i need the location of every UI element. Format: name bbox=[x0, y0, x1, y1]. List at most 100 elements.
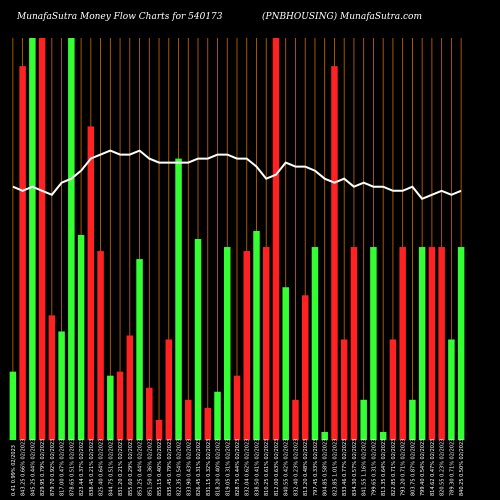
x-tick-label: 813.20 0.48% 02/2023 bbox=[303, 439, 309, 496]
flow-bar bbox=[272, 38, 280, 440]
flow-bar bbox=[311, 247, 319, 440]
x-tick-label: 833.90 0.43% 02/2023 bbox=[186, 439, 192, 496]
x-tick-label: 843.25 0.66% 02/2023 bbox=[21, 439, 27, 496]
x-tick-label: 845.25 0.44% 02/2023 bbox=[30, 439, 36, 496]
flow-bar bbox=[360, 399, 367, 440]
x-tick-label: 813.35 0.64% 02/2023 bbox=[381, 439, 387, 496]
flow-bar bbox=[175, 158, 182, 440]
flow-bar bbox=[146, 387, 153, 440]
x-tick-label: 831.20 0.21% 02/2023 bbox=[118, 439, 124, 496]
x-tick-label: 812.00 0.63% 02/2023 bbox=[274, 439, 280, 496]
x-tick-label: 817.00 0.47% 02/2023 bbox=[60, 439, 66, 496]
x-tick-label: 828.75 0.44% 02/2023 bbox=[235, 439, 241, 496]
flow-bar bbox=[253, 230, 260, 440]
flow-bar bbox=[204, 407, 212, 440]
chart-title-left: MunafaSutra Money Flow Charts for 540173 bbox=[17, 12, 223, 22]
x-tick-label: 823.85 1.01% 02/2023 bbox=[332, 439, 338, 496]
x-tick-label: 799.40 0.54% 02/2023 bbox=[420, 439, 426, 496]
flow-bar bbox=[9, 371, 17, 440]
flow-bar bbox=[262, 247, 270, 440]
x-tick-label: 831.15 0.32% 02/2023 bbox=[206, 439, 212, 496]
x-tick-label: 832.40 0.23% 02/2023 bbox=[294, 439, 300, 496]
flow-bar bbox=[389, 339, 397, 440]
flow-bar bbox=[428, 247, 436, 440]
x-tick-label: 840.25 0.50% 02/2023 bbox=[459, 439, 465, 496]
flow-bar bbox=[418, 247, 426, 440]
flow-bar bbox=[29, 38, 36, 440]
x-tick-label: 810.25 0.61% 02/2023 bbox=[264, 439, 270, 496]
x-tick-label: 823.44 0.37% 02/2023 bbox=[79, 439, 85, 496]
x-tick-label: 834.30 0.57% 02/2023 bbox=[352, 439, 358, 496]
x-tick-label: 803.75 0.87% 02/2023 bbox=[410, 439, 416, 496]
x-tick-label: 797.45 0.33% 02/2023 bbox=[313, 439, 319, 496]
x-tick-label: 820.55 0.23% 02/2023 bbox=[440, 439, 446, 496]
x-tick-label: 878.65 0.51% 02/2023 bbox=[69, 439, 75, 496]
flow-bar bbox=[165, 339, 173, 440]
flow-bar bbox=[116, 371, 124, 440]
flow-bar bbox=[38, 38, 46, 440]
x-tick-label: 789.30 0.71% 02/2023 bbox=[449, 439, 455, 496]
x-tick-label: 835.45 0.79% 02/2023 bbox=[167, 439, 173, 496]
flow-bar bbox=[87, 126, 95, 440]
flow-bar bbox=[448, 339, 455, 440]
flow-bar bbox=[233, 375, 241, 440]
flow-bar bbox=[77, 234, 85, 440]
flow-bar bbox=[399, 247, 406, 440]
x-tick-label: 841.55 1.16% 02/2023 bbox=[362, 439, 368, 496]
flow-bar bbox=[58, 331, 65, 440]
flow-bar bbox=[185, 399, 192, 440]
flow-bar bbox=[48, 315, 56, 440]
x-tick-label: 818.20 0.40% 02/2023 bbox=[216, 439, 222, 496]
x-tick-label: 855.60 0.29% 02/2023 bbox=[128, 439, 134, 496]
x-tick-label: 829.95 0.79% 02/2023 bbox=[40, 439, 46, 496]
flow-bar bbox=[194, 239, 202, 440]
flow-bar bbox=[155, 419, 163, 440]
flow-bar bbox=[457, 247, 465, 440]
flow-bar bbox=[350, 247, 358, 440]
flow-bar bbox=[107, 375, 114, 440]
flow-bar bbox=[19, 66, 26, 440]
flow-bar bbox=[370, 247, 377, 440]
price-line bbox=[12, 149, 462, 201]
flow-bar bbox=[97, 251, 104, 440]
x-tick-label: 879.70 0.92% 02/2023 bbox=[50, 439, 56, 496]
flow-bar bbox=[340, 339, 348, 440]
flow-bar bbox=[292, 399, 299, 440]
bar-layer bbox=[9, 38, 465, 440]
x-tick-label: 819.05 0.31% 02/2023 bbox=[225, 439, 231, 496]
flow-bar bbox=[379, 431, 387, 440]
flow-bar bbox=[214, 391, 221, 440]
x-tick-label: 838.50 0.41% 02/2023 bbox=[255, 439, 261, 496]
x-tick-label: 826.45 0.31% 02/2023 bbox=[196, 439, 202, 496]
x-tick-label: 804.85 0.58% 02/2023 bbox=[323, 439, 329, 496]
x-tick-label: 844.75 0.51% 02/2023 bbox=[108, 439, 114, 496]
x-tick-label: 833.46 0.77% 02/2023 bbox=[342, 439, 348, 496]
flow-bar bbox=[321, 431, 328, 440]
flow-bar bbox=[136, 259, 143, 440]
chart-title-right: (PNBHOUSING) MunafaSutra.com bbox=[262, 12, 422, 22]
flow-bar bbox=[301, 295, 309, 440]
x-tick-label: 853.25 0.44% 02/2023 bbox=[138, 439, 144, 496]
flow-bar bbox=[126, 335, 134, 440]
flow-bar bbox=[438, 247, 445, 440]
x-tick-label: 822.85 0.71% 02/2023 bbox=[391, 439, 397, 496]
x-tick-label: 825.40 0.64% 02/2023 bbox=[99, 439, 105, 496]
x-tick-label: 0.41 0.99% 02/2023 bbox=[11, 445, 17, 496]
x-tick-label: 822.35 0.54% 02/2023 bbox=[177, 439, 183, 496]
x-tick-label: 838.45 0.21% 02/2023 bbox=[89, 439, 95, 496]
x-tick-label: 855.15 0.40% 02/2023 bbox=[157, 439, 163, 496]
flow-bar bbox=[224, 247, 231, 440]
flow-bar bbox=[282, 287, 289, 440]
flow-bar bbox=[331, 66, 338, 440]
x-tick-label: 851.50 0.36% 02/2023 bbox=[147, 439, 153, 496]
line-layer bbox=[12, 149, 462, 201]
flow-bar bbox=[68, 38, 75, 440]
flow-bar bbox=[243, 251, 250, 440]
x-tick-label: 814.62 0.47% 02/2023 bbox=[430, 439, 436, 496]
label-layer: 0.41 0.99% 02/2023 843.25 0.66% 02/2023 84… bbox=[11, 439, 465, 496]
flow-bar bbox=[409, 399, 416, 440]
x-tick-label: 793.20 0.71% 02/2023 bbox=[401, 439, 407, 496]
x-tick-label: 799.65 0.31% 02/2023 bbox=[371, 439, 377, 496]
x-tick-label: 840.55 0.42% 02/2023 bbox=[284, 439, 290, 496]
